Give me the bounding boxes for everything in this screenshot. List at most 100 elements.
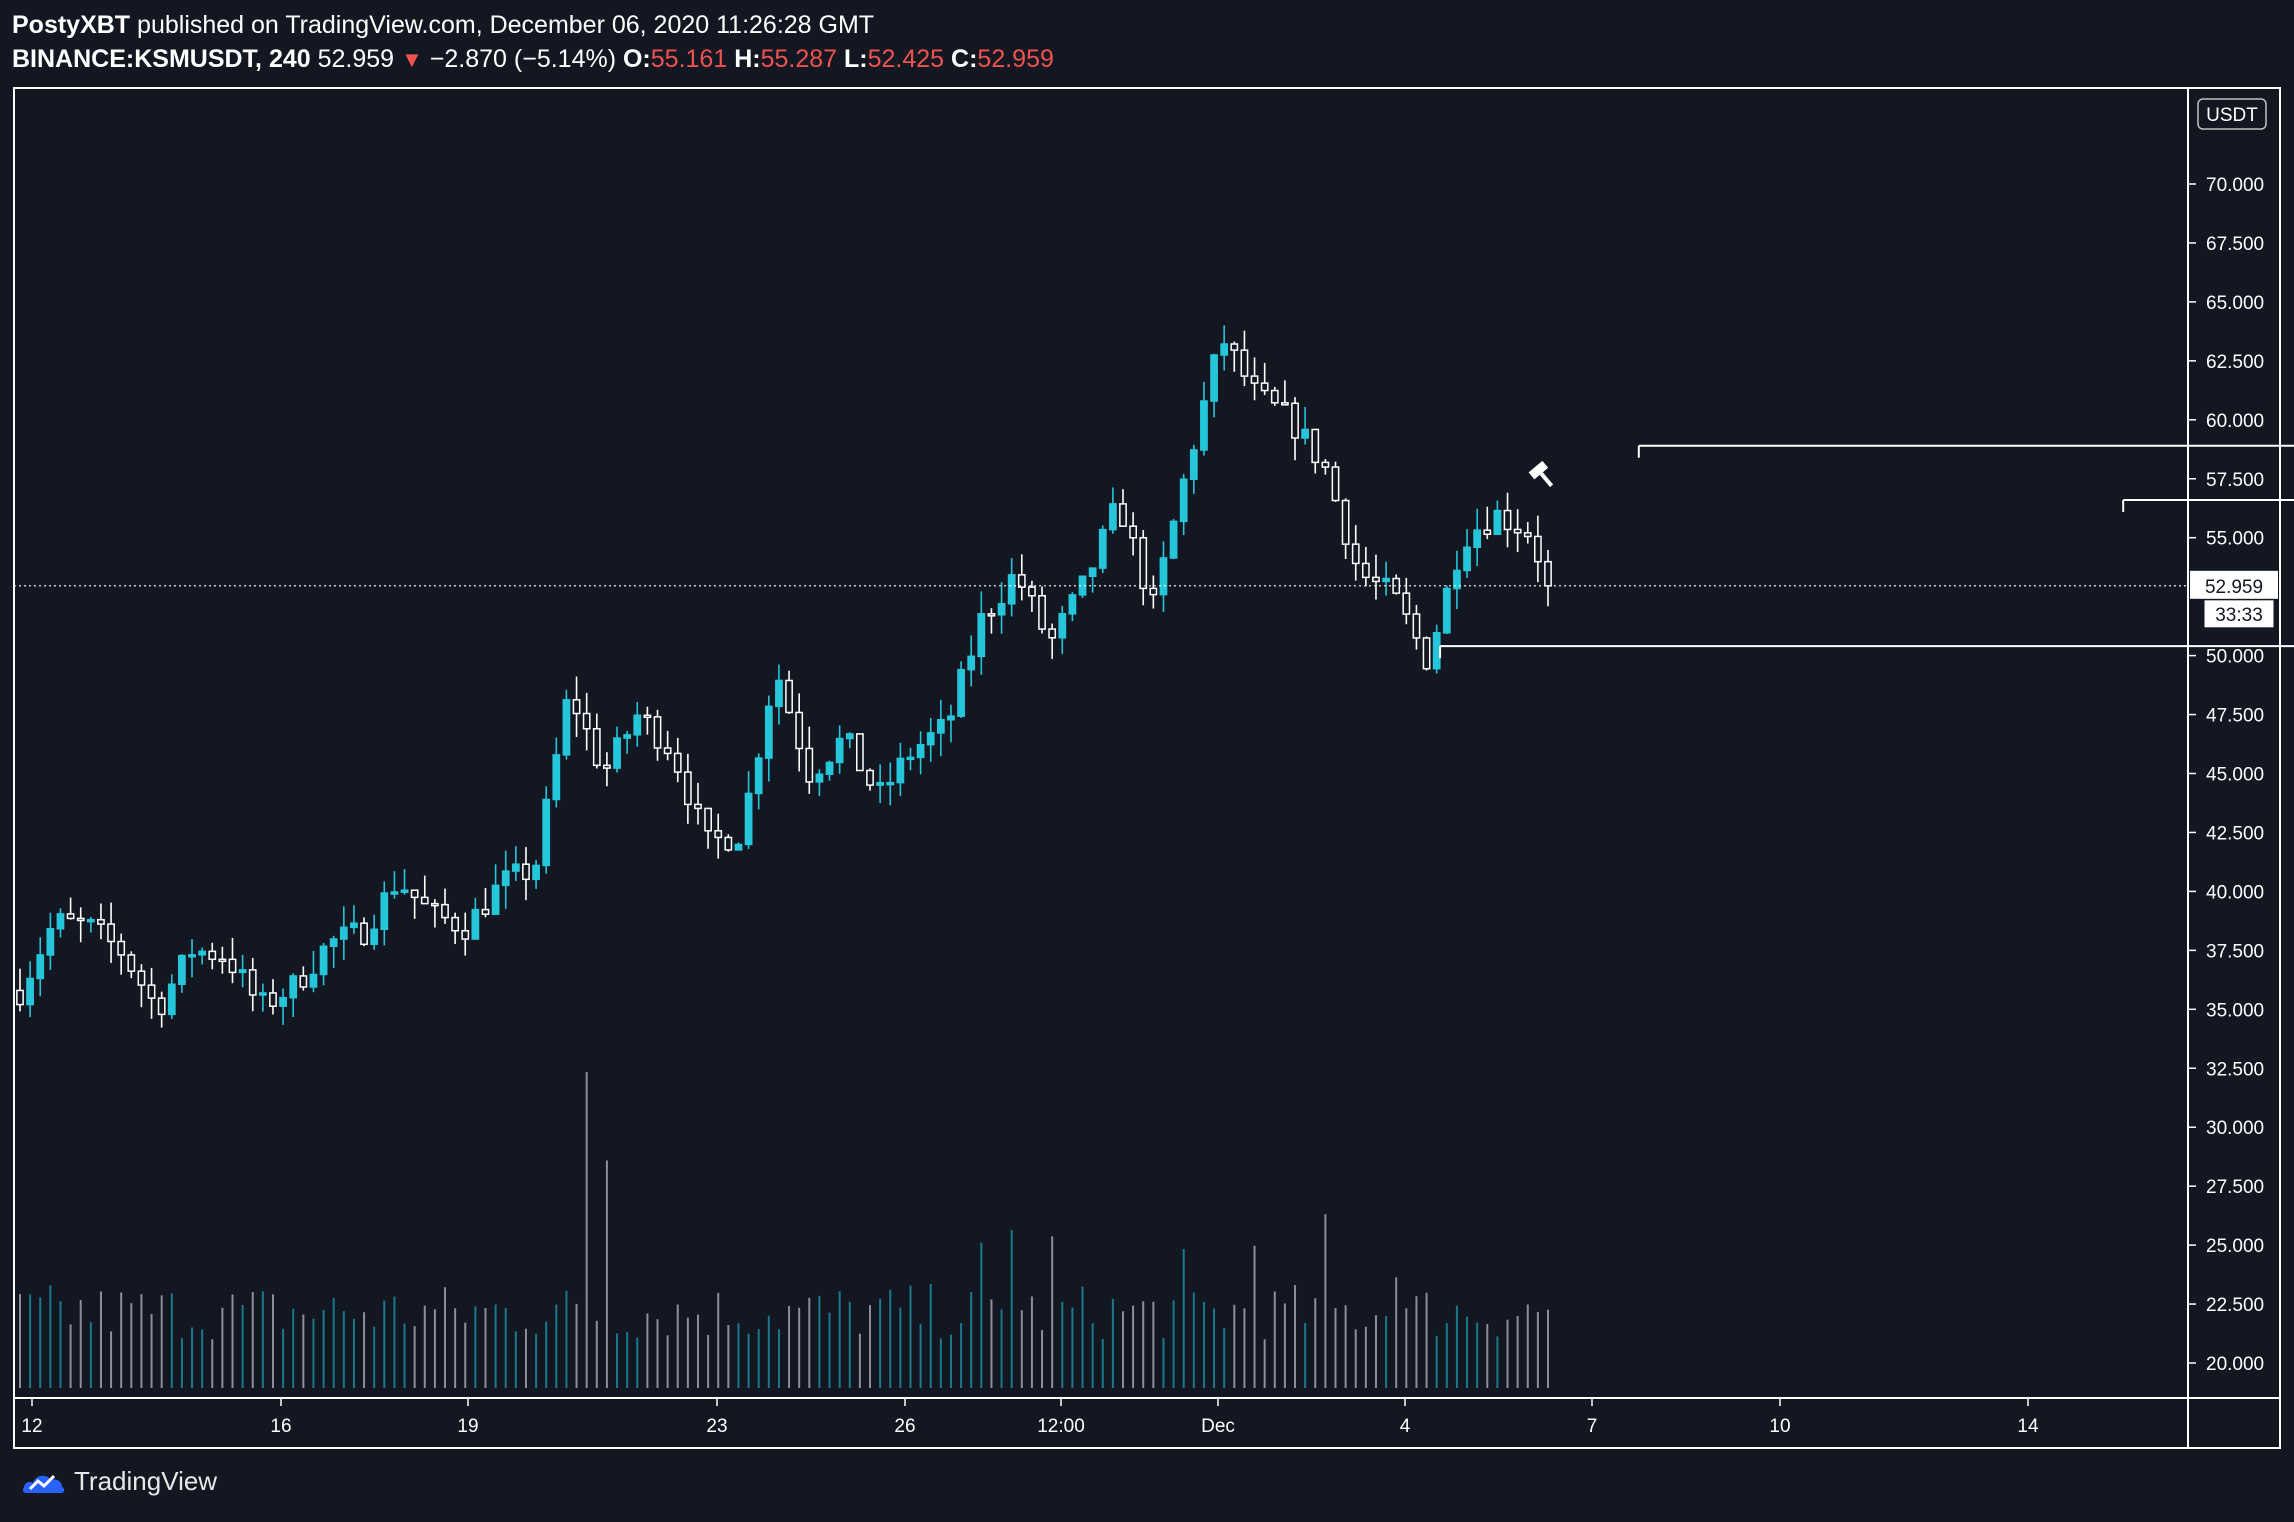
candle-body: [511, 863, 520, 872]
candle-body: [400, 889, 409, 893]
volume-bar: [980, 1242, 983, 1388]
volume-bar: [1526, 1304, 1529, 1388]
volume-bar: [707, 1334, 710, 1388]
volume-bar: [717, 1292, 720, 1388]
author-name[interactable]: PostyXBT: [12, 11, 131, 39]
candle-body: [451, 916, 460, 932]
candle-body: [815, 773, 824, 783]
candle-body: [1058, 613, 1067, 639]
volume-bar: [19, 1293, 21, 1388]
candle-body: [552, 754, 561, 801]
candle-body: [1533, 535, 1542, 563]
candle-body: [734, 843, 743, 851]
volume-bar: [302, 1314, 305, 1388]
last-price-label: 52.959: [2205, 577, 2263, 598]
volume-bar: [1435, 1335, 1438, 1388]
volume-bar: [49, 1285, 52, 1388]
candle-body: [572, 699, 581, 715]
volume-bar: [1213, 1308, 1216, 1388]
candle-body: [1007, 574, 1016, 605]
brand-text[interactable]: TradingView: [74, 1466, 218, 1496]
candle-body: [66, 913, 75, 920]
symbol-label: BINANCE:KSMUSDT, 240: [12, 45, 311, 73]
candle-body: [714, 830, 723, 839]
volume-bar: [949, 1334, 952, 1388]
volume-bar: [1415, 1296, 1418, 1388]
candle-body: [1483, 529, 1492, 536]
y-tick-label: 70.000: [2206, 175, 2264, 196]
x-tick-label: 10: [1769, 1416, 1790, 1437]
candle-body: [319, 945, 328, 976]
volume-bar: [990, 1299, 993, 1388]
volume-bar: [170, 1293, 173, 1388]
candle-body: [167, 983, 176, 1016]
candle-body: [1159, 557, 1168, 596]
volume-bar: [464, 1322, 467, 1388]
candle-body: [309, 973, 318, 988]
volume-bar: [1051, 1236, 1054, 1388]
volume-bar: [433, 1309, 436, 1388]
candle-body: [542, 798, 551, 867]
high-value: 55.287: [760, 45, 838, 73]
candle-body: [370, 928, 379, 946]
volume-bar: [1253, 1245, 1256, 1388]
volume-bar: [666, 1335, 669, 1388]
volume-bar: [889, 1289, 892, 1388]
candle-body: [1473, 529, 1482, 548]
candle-body: [238, 969, 247, 974]
candle-body: [673, 752, 682, 773]
volume-bar: [1536, 1311, 1539, 1388]
volume-bar: [929, 1284, 932, 1388]
candle-body: [36, 954, 45, 980]
candle-body: [795, 711, 804, 750]
published-text: published on TradingView.com, December 0…: [137, 11, 875, 39]
candle-body: [936, 719, 945, 734]
candle-body: [835, 737, 844, 764]
candle-body: [1361, 562, 1370, 579]
y-tick-label: 35.000: [2206, 1000, 2264, 1021]
volume-bar: [595, 1320, 598, 1388]
candle-body: [431, 902, 439, 907]
candle-body: [967, 655, 976, 671]
hammer-icon[interactable]: [1528, 460, 1559, 492]
y-tick-label: 37.500: [2206, 941, 2264, 962]
volume-bar: [514, 1331, 517, 1388]
quote-line: BINANCE:KSMUSDT, 240 52.959 ▼ −2.870 (−5…: [12, 42, 1054, 77]
x-tick-label: 23: [706, 1416, 727, 1437]
volume-bar: [211, 1339, 214, 1388]
volume-bar: [1243, 1308, 1246, 1388]
volume-bar: [1344, 1305, 1347, 1388]
candle-body: [127, 954, 136, 972]
candle-body: [1179, 478, 1188, 523]
volume-bar: [1466, 1316, 1469, 1388]
y-tick-label: 47.500: [2206, 706, 2264, 727]
candle-body: [1311, 428, 1320, 464]
volume-bar: [140, 1294, 143, 1388]
volume-bar: [1374, 1315, 1377, 1388]
candle-body: [157, 997, 166, 1016]
candle-body: [1270, 389, 1279, 404]
volume-bar: [39, 1297, 42, 1388]
candle-body: [805, 747, 814, 783]
y-tick-label: 27.500: [2206, 1177, 2264, 1198]
x-tick-label: 14: [2017, 1416, 2039, 1437]
candle-body: [1038, 595, 1046, 630]
volume-bar: [1111, 1298, 1114, 1388]
candle-body: [1321, 461, 1330, 468]
candle-body: [1139, 537, 1148, 590]
volume-bar: [484, 1307, 487, 1388]
volume-bar: [423, 1305, 426, 1388]
volume-bar: [524, 1328, 527, 1388]
volume-bar: [352, 1318, 355, 1388]
candle-body: [997, 603, 1006, 616]
volume-bar: [727, 1325, 730, 1388]
volume-bar: [1455, 1305, 1458, 1388]
candle-body: [46, 928, 55, 956]
candle-body: [76, 917, 85, 922]
candle-body: [1230, 343, 1239, 351]
volume-bar: [363, 1312, 366, 1388]
candle-body: [866, 769, 874, 786]
volume-bar: [1395, 1277, 1398, 1388]
volume-bar: [201, 1329, 204, 1388]
